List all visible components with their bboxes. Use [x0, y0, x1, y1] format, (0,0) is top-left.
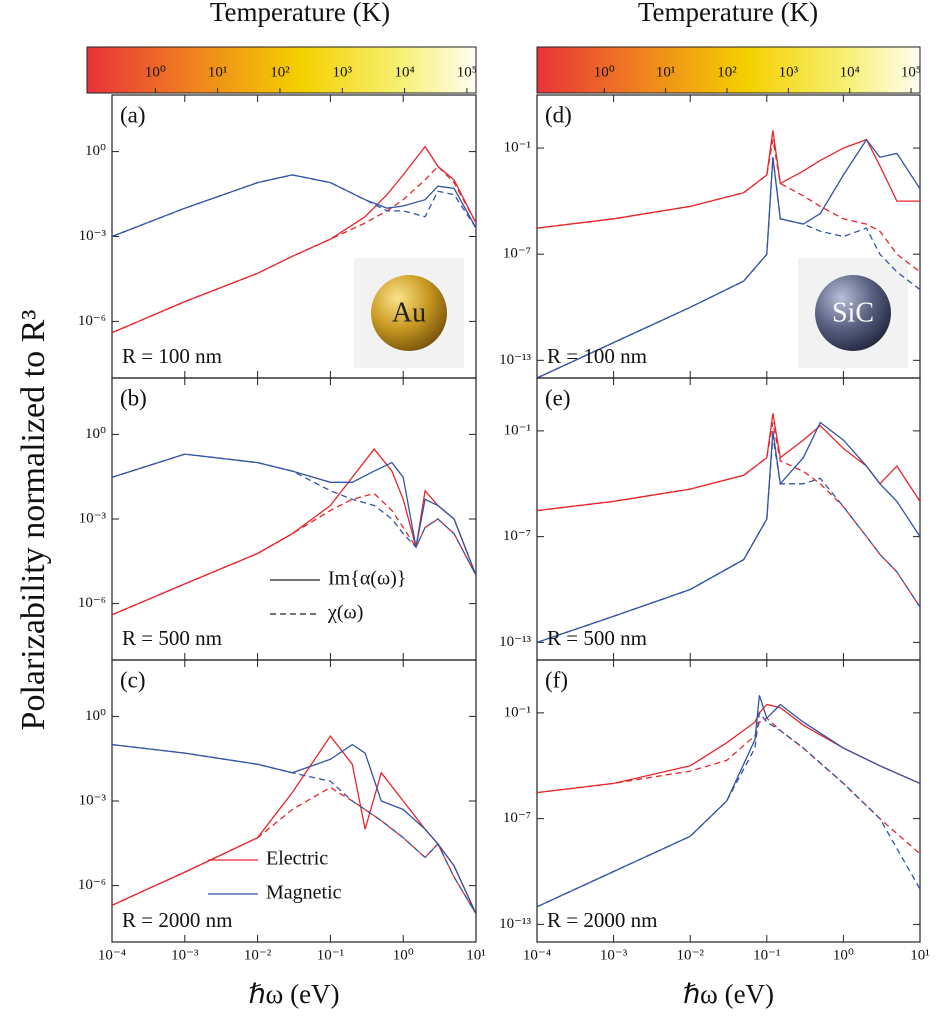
colorbar-tick-label: 10² [717, 64, 737, 80]
legend-label: Im{α(ω)} [328, 568, 406, 590]
series-line [537, 139, 920, 273]
y-tick-label: 10⁻⁷ [503, 528, 531, 544]
colorbar-tick-label: 10⁰ [594, 64, 615, 80]
x-tick-label: 10⁻³ [600, 947, 628, 963]
y-tick-label: 10⁻¹ [504, 140, 531, 156]
colorbar-tick-label: 10³ [333, 64, 353, 80]
series-line [112, 492, 476, 616]
y-tick-label: 10⁻¹ [504, 704, 531, 720]
y-tick-label: 10⁻³ [79, 228, 107, 244]
y-tick-label: 10⁻⁶ [78, 877, 106, 893]
colorbar-tick-label: 10⁰ [145, 64, 166, 80]
colorbar-tick-label: 10⁴ [394, 64, 414, 80]
particle-label: Au [392, 297, 426, 328]
y-tick-label: 10⁰ [85, 143, 106, 159]
panel-label: (a) [120, 102, 146, 127]
x-tick-label: 10⁻⁴ [523, 947, 551, 963]
colorbar-tick-label: 10⁵ [901, 64, 921, 80]
x-tick-label: 10¹ [466, 947, 486, 963]
series-line [537, 157, 920, 378]
particle-label: SiC [832, 297, 874, 328]
panel-annotation: R = 100 nm [122, 344, 222, 368]
x-tick-label: 10⁻² [244, 947, 272, 963]
colorbar-tick-label: 10² [270, 64, 290, 80]
y-tick-label: 10⁻⁶ [78, 313, 106, 329]
panel-label: (e) [545, 385, 571, 410]
y-tick-label: 10⁰ [85, 426, 106, 442]
x-tick-label: 10¹ [910, 947, 930, 963]
series-line [112, 165, 476, 334]
series-line [537, 703, 920, 794]
y-tick-label: 10⁻¹³ [499, 352, 531, 368]
colorbar-title: Temperature (K) [210, 0, 390, 27]
y-tick-label: 10⁻¹³ [499, 916, 531, 932]
y-tick-label: 10⁻³ [79, 792, 107, 808]
particle-sphere [371, 275, 447, 351]
x-axis-label: ℏω (eV) [683, 979, 774, 1009]
y-tick-label: 10⁻⁷ [503, 246, 531, 262]
y-tick-label: 10⁻³ [79, 510, 107, 526]
x-tick-label: 10⁻³ [171, 947, 199, 963]
y-tick-label: 10⁻⁶ [78, 595, 106, 611]
legend-label: Magnetic [266, 882, 342, 904]
x-axis-label: ℏω (eV) [248, 979, 339, 1009]
panel-annotation: R = 100 nm [547, 344, 647, 368]
y-tick-label: 10⁻¹³ [499, 634, 531, 650]
colorbar-tick-label: 10⁴ [840, 64, 860, 80]
colorbar-tick-label: 10⁵ [457, 64, 477, 80]
colorbar [86, 46, 477, 94]
colorbar-tick-label: 10¹ [656, 64, 676, 80]
x-tick-label: 10⁰ [833, 947, 854, 963]
x-tick-label: 10⁻¹ [753, 947, 780, 963]
x-tick-label: 10⁻¹ [317, 947, 344, 963]
panel-label: (f) [545, 667, 568, 692]
colorbar-tick-label: 10³ [779, 64, 799, 80]
colorbar-tick-label: 10¹ [208, 64, 228, 80]
series-line [537, 436, 920, 644]
colorbar-title: Temperature (K) [638, 0, 818, 27]
particle-sphere [815, 275, 891, 351]
x-tick-label: 10⁰ [393, 947, 414, 963]
legend-label: χ(ω) [327, 602, 363, 624]
panel-label: (b) [120, 385, 147, 410]
series-line [112, 174, 476, 238]
colorbar [536, 46, 921, 94]
panel-annotation: R = 500 nm [122, 626, 222, 650]
plot-frame [536, 377, 921, 661]
panel-label: (c) [120, 667, 146, 692]
panel-label: (d) [545, 102, 572, 127]
series-line [112, 174, 476, 238]
x-tick-label: 10⁻² [676, 947, 704, 963]
y-axis-label: Polarizability normalized to R³ [15, 310, 52, 731]
panel-annotation: R = 500 nm [547, 626, 647, 650]
y-tick-label: 10⁻¹ [504, 422, 531, 438]
y-tick-label: 10⁰ [85, 708, 106, 724]
panel-annotation: R = 2000 nm [547, 908, 657, 932]
series-line [112, 453, 476, 576]
legend-label: Electric [266, 848, 328, 870]
series-line [537, 422, 920, 608]
plot-frame [536, 659, 921, 943]
panel-annotation: R = 2000 nm [122, 908, 232, 932]
series-line [537, 711, 920, 908]
x-tick-label: 10⁻⁴ [98, 947, 126, 963]
series-line [112, 743, 476, 915]
y-tick-label: 10⁻⁷ [503, 810, 531, 826]
